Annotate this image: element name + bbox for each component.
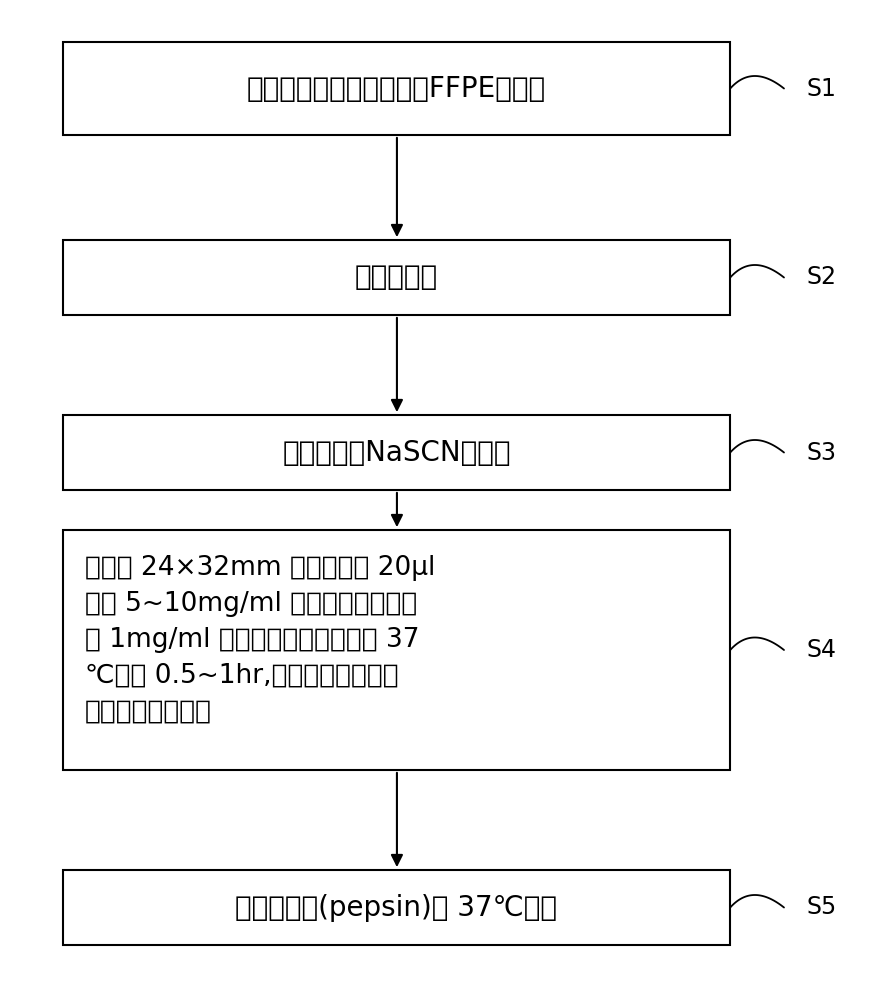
Text: 以胃蛋白酶(pepsin)在 37℃作用: 以胃蛋白酶(pepsin)在 37℃作用	[236, 894, 557, 922]
Bar	[63, 42, 730, 135]
Text: 在面积 24×32mm 的组织加入 20μl
浓度 5~10mg/ml 第四型胶原蛋白酶
或 1mg/ml 弹性蛋白酶，封片后于 37
℃作用 0.5~1hr,: 在面积 24×32mm 的组织加入 20μl 浓度 5~10mg/ml 第四型胶…	[85, 555, 435, 725]
Text: S4: S4	[806, 638, 836, 662]
Bar	[63, 415, 730, 490]
Text: 福尔马林固定石蜡包埋（FFPE）组织: 福尔马林固定石蜡包埋（FFPE）组织	[247, 75, 546, 103]
Text: S1: S1	[806, 77, 836, 101]
Bar	[63, 240, 730, 315]
Text: S3: S3	[806, 440, 836, 464]
Text: S2: S2	[806, 265, 836, 290]
Bar	[63, 530, 730, 770]
Text: 切片及烘片: 切片及烘片	[355, 263, 438, 292]
Text: S5: S5	[806, 896, 837, 920]
Text: 硫氰酸钓（NaSCN）作用: 硫氰酸钓（NaSCN）作用	[282, 438, 511, 466]
Bar	[63, 870, 730, 945]
